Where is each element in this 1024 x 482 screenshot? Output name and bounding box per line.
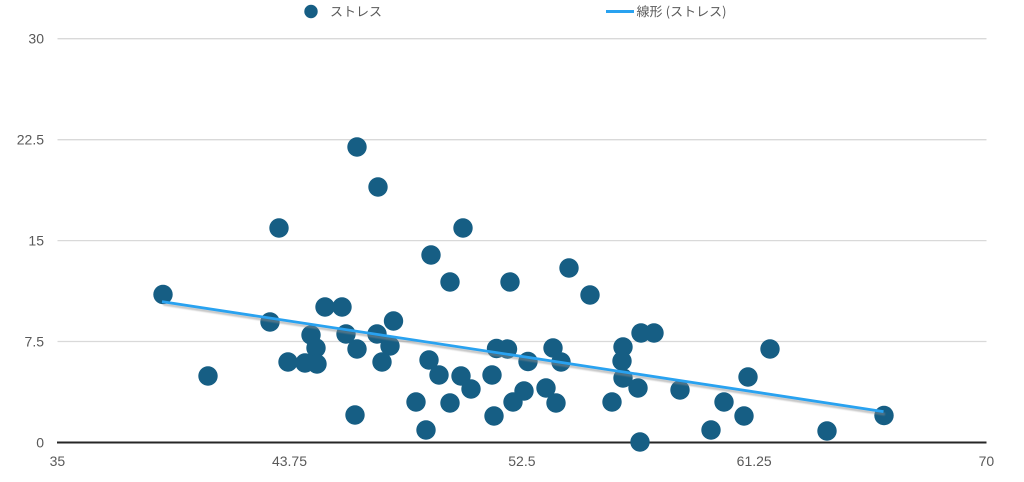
svg-text:7.5: 7.5 bbox=[25, 334, 45, 350]
svg-text:52.5: 52.5 bbox=[508, 453, 535, 469]
svg-text:61.25: 61.25 bbox=[737, 453, 772, 469]
svg-text:70: 70 bbox=[979, 453, 995, 469]
svg-text:35: 35 bbox=[50, 453, 66, 469]
svg-text:43.75: 43.75 bbox=[272, 453, 307, 469]
svg-text:0: 0 bbox=[36, 435, 44, 451]
svg-text:22.5: 22.5 bbox=[17, 132, 44, 148]
svg-text:15: 15 bbox=[28, 233, 44, 249]
svg-text:30: 30 bbox=[28, 31, 44, 47]
